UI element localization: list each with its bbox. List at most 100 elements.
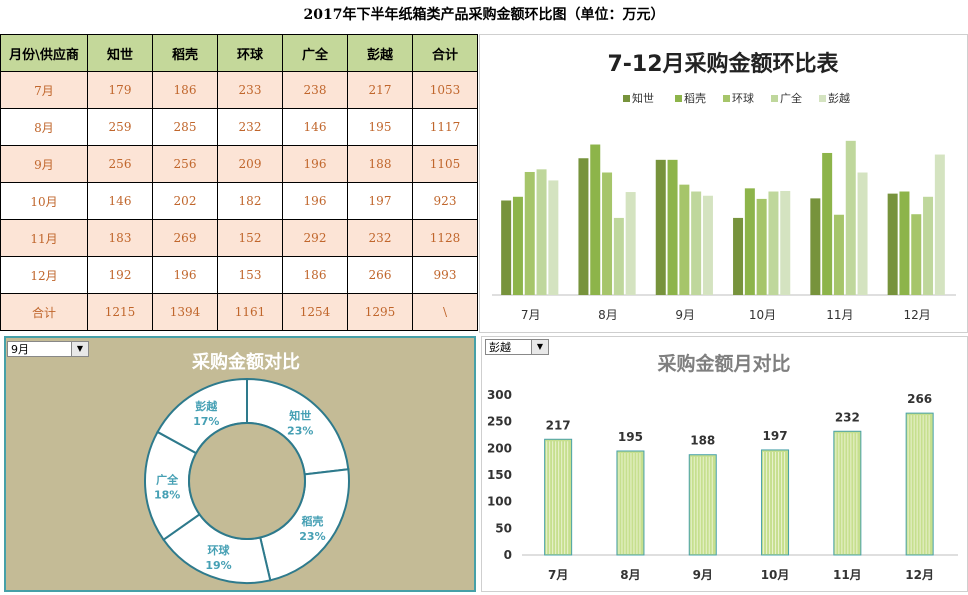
- table-cell[interactable]: 1295: [347, 293, 413, 331]
- table-cell[interactable]: 232: [217, 108, 283, 146]
- x-tick-label: 7月: [548, 568, 568, 582]
- table-cell[interactable]: 1215: [87, 293, 153, 331]
- slice-label: 环球: [208, 543, 231, 557]
- table-cell[interactable]: \: [412, 293, 478, 331]
- table-cell[interactable]: 183: [87, 219, 153, 257]
- table-cell[interactable]: 259: [87, 108, 153, 146]
- bar-稻壳: [744, 188, 755, 295]
- x-tick-label: 11月: [833, 568, 862, 582]
- table-total-row: 合计 1215 1394 1161 1254 1295 \: [0, 293, 478, 331]
- slice-percent: 17%: [193, 415, 219, 428]
- table-cell[interactable]: 1161: [217, 293, 283, 331]
- table-cell[interactable]: 12月: [0, 256, 88, 294]
- table-cell[interactable]: 9月: [0, 145, 88, 183]
- monthly-comparison-chart[interactable]: 7-12月采购金额环比表 知世 稻壳 环球 广全 彭越 7月 8月 9月 10月 11月 12月: [479, 34, 968, 333]
- table-cell[interactable]: 232: [347, 219, 413, 257]
- table-header-row: 月份\供应商 知世 稻壳 环球 广全 彭越 合计: [0, 34, 478, 72]
- x-tick-label: 10月: [749, 308, 776, 322]
- table-cell[interactable]: 196: [152, 256, 218, 294]
- slice-label: 广全: [156, 472, 179, 486]
- table-column-header: 广全: [282, 34, 348, 72]
- table-cell[interactable]: 233: [217, 71, 283, 109]
- table-cell[interactable]: 196: [282, 145, 348, 183]
- table-cell[interactable]: 202: [152, 182, 218, 220]
- table-cell[interactable]: 1394: [152, 293, 218, 331]
- table-row: 9月 256 256 209 196 188 1105: [0, 145, 478, 183]
- table-cell[interactable]: 1128: [412, 219, 478, 257]
- table-cell[interactable]: 256: [152, 145, 218, 183]
- bar-环球: [524, 171, 535, 295]
- table-cell[interactable]: 7月: [0, 71, 88, 109]
- legend-swatch: [819, 95, 826, 102]
- bar-环球: [833, 214, 844, 295]
- bar-知世: [655, 159, 666, 295]
- chevron-down-icon[interactable]: ▼: [71, 342, 88, 356]
- table-cell[interactable]: 11月: [0, 219, 88, 257]
- table-cell[interactable]: 152: [217, 219, 283, 257]
- table-row: 8月 259 285 232 146 195 1117: [0, 108, 478, 146]
- table-cell[interactable]: 153: [217, 256, 283, 294]
- table-cell[interactable]: 1254: [282, 293, 348, 331]
- table-cell[interactable]: 238: [282, 71, 348, 109]
- chevron-down-icon[interactable]: ▼: [531, 340, 548, 354]
- table-cell[interactable]: 146: [87, 182, 153, 220]
- table-cell[interactable]: 196: [282, 182, 348, 220]
- slice-percent: 18%: [154, 488, 180, 501]
- supplier-bar-chart-panel[interactable]: 彭越 ▼ 采购金额月对比 0 50 100 150 200 250 300 217 7月 195 8月…: [481, 336, 968, 592]
- bar-稻壳: [899, 191, 910, 295]
- table-cell[interactable]: 292: [282, 219, 348, 257]
- table-cell[interactable]: 188: [347, 145, 413, 183]
- x-tick-label: 8月: [620, 568, 640, 582]
- table-cell[interactable]: 8月: [0, 108, 88, 146]
- table-cell[interactable]: 217: [347, 71, 413, 109]
- table-cell[interactable]: 256: [87, 145, 153, 183]
- supplier-selector[interactable]: 彭越 ▼: [485, 339, 549, 355]
- table-column-header: 彭越: [347, 34, 413, 72]
- table-cell[interactable]: 1117: [412, 108, 478, 146]
- table-cell[interactable]: 146: [282, 108, 348, 146]
- supplier-bar-chart-svg: 采购金额月对比 0 50 100 150 200 250 300 217 7月 195 8月 188 9月…: [487, 352, 958, 582]
- table-cell[interactable]: 209: [217, 145, 283, 183]
- data-label: 266: [907, 392, 932, 406]
- table-cell[interactable]: 186: [152, 71, 218, 109]
- table-cell[interactable]: 1105: [412, 145, 478, 183]
- purchase-table: 月份\供应商 知世 稻壳 环球 广全 彭越 合计 7月 179 186 233 238 217 1053…: [0, 34, 478, 331]
- donut-hole: [188, 422, 306, 540]
- table-cell[interactable]: 179: [87, 71, 153, 109]
- bar-知世: [578, 158, 589, 295]
- bar-彭越: [934, 154, 945, 295]
- bar-彭越: [548, 180, 559, 295]
- x-tick-label: 9月: [675, 308, 695, 322]
- bar-彭越: [625, 192, 636, 295]
- bar-环球: [602, 172, 613, 295]
- chart-title: 7-12月采购金额环比表: [607, 51, 839, 77]
- table-cell[interactable]: 923: [412, 182, 478, 220]
- month-selector[interactable]: 9月 ▼: [7, 341, 89, 357]
- table-column-header: 合计: [412, 34, 478, 72]
- table-cell[interactable]: 197: [347, 182, 413, 220]
- table-cell[interactable]: 182: [217, 182, 283, 220]
- donut-chart-panel[interactable]: 9月 ▼ 采购金额对比 知世 23% 稻壳 23% 环球 19% 广全 18% 彭越 17%: [4, 336, 476, 592]
- legend-label: 彭越: [828, 91, 850, 105]
- table-cell[interactable]: 192: [87, 256, 153, 294]
- table-cell[interactable]: 合计: [0, 293, 88, 331]
- table-cell[interactable]: 1053: [412, 71, 478, 109]
- slice-label: 彭越: [195, 399, 218, 413]
- legend-label: 广全: [780, 91, 802, 105]
- table-cell[interactable]: 266: [347, 256, 413, 294]
- y-tick-label: 200: [487, 441, 512, 455]
- table-cell[interactable]: 195: [347, 108, 413, 146]
- y-tick-label: 150: [487, 468, 512, 482]
- table-cell[interactable]: 186: [282, 256, 348, 294]
- table-column-header: 环球: [217, 34, 283, 72]
- table-cell[interactable]: 10月: [0, 182, 88, 220]
- table-cell[interactable]: 993: [412, 256, 478, 294]
- supplier-selector-value: 彭越: [489, 341, 511, 354]
- y-tick-label: 250: [487, 415, 512, 429]
- table-cell[interactable]: 269: [152, 219, 218, 257]
- table-row: 12月 192 196 153 186 266 993: [0, 256, 478, 294]
- y-tick-label: 100: [487, 495, 512, 509]
- table-cell[interactable]: 285: [152, 108, 218, 146]
- month-selector-value: 9月: [11, 343, 29, 356]
